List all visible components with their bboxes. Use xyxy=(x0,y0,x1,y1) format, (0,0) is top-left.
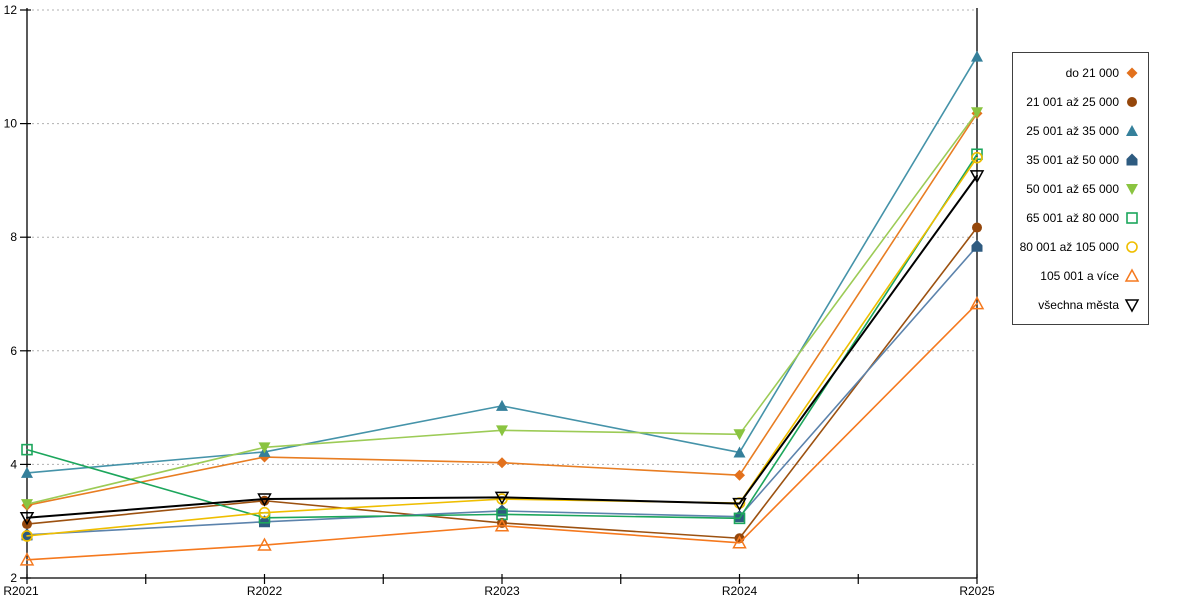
triangle-down-open-legend-icon xyxy=(1124,298,1140,313)
series-marker-triangle-down-open xyxy=(257,493,272,507)
legend-label: 65 001 až 80 000 xyxy=(1026,210,1119,225)
series-line xyxy=(26,156,978,537)
series-line xyxy=(26,302,978,561)
series-marker-triangle-up-filled xyxy=(1126,124,1138,136)
legend-label: 105 001 a více xyxy=(1040,268,1119,283)
series-marker-triangle-up-open xyxy=(1124,267,1140,282)
x-tick-label: R2025 xyxy=(959,584,995,598)
x-tick-label: R2023 xyxy=(484,584,520,598)
series-marker-triangle-down-open xyxy=(19,512,35,526)
series-line xyxy=(26,111,978,505)
series-marker-triangle-down-filled xyxy=(21,499,33,511)
series-marker-triangle-up-open xyxy=(257,537,272,551)
triangle-down-filled-legend-icon xyxy=(1126,183,1138,195)
y-tick-label: 2 xyxy=(10,571,17,585)
legend-label: 80 001 až 105 000 xyxy=(1019,239,1119,254)
legend-item: 105 001 a více xyxy=(1019,261,1140,290)
series-marker-triangle-down-filled xyxy=(1126,183,1138,195)
legend-item: 21 001 až 25 000 xyxy=(1019,87,1140,116)
series-line xyxy=(26,174,978,519)
series-marker-triangle-down-open xyxy=(1124,298,1140,313)
y-tick-label: 4 xyxy=(10,457,17,471)
series-marker-triangle-up-filled xyxy=(733,446,746,458)
series-marker-triangle-up-open xyxy=(969,296,985,310)
series-marker-triangle-up-open xyxy=(19,552,35,566)
series-marker-square-open xyxy=(21,443,33,456)
series-line xyxy=(26,245,978,536)
series-marker-triangle-up-filled xyxy=(971,50,983,62)
series-marker-circle-filled xyxy=(972,222,982,233)
series-marker-triangle-down-open xyxy=(732,497,747,512)
series-marker-pentagon-filled xyxy=(971,239,983,252)
x-tick-label: R2024 xyxy=(722,584,758,598)
series-marker-triangle-down-open xyxy=(494,491,510,505)
legend-item: do 21 000 xyxy=(1019,58,1140,87)
series-marker-square-open xyxy=(1126,211,1138,224)
diamond-filled-legend-icon xyxy=(1126,67,1138,78)
series-marker-triangle-down-filled xyxy=(258,442,271,454)
series-marker-triangle-up-filled xyxy=(21,466,33,478)
series-marker-circle-open xyxy=(1126,240,1138,253)
legend-item: 35 001 až 50 000 xyxy=(1019,145,1140,174)
series-marker-triangle-down-open xyxy=(969,170,985,184)
series-marker-square-open xyxy=(733,512,746,525)
legend-item: všechna města xyxy=(1019,290,1140,319)
y-tick-label: 8 xyxy=(10,230,17,244)
series-marker-triangle-up-open xyxy=(732,535,747,549)
series-marker-circle-filled xyxy=(1127,96,1137,107)
series-marker-circle-open xyxy=(258,506,271,519)
x-tick-label: R2021 xyxy=(3,584,39,598)
series-marker-square-open xyxy=(971,148,983,161)
legend-label: 21 001 až 25 000 xyxy=(1026,94,1119,109)
series-marker-triangle-down-filled xyxy=(733,429,746,441)
y-tick-label: 6 xyxy=(10,344,17,358)
series-marker-diamond-filled xyxy=(496,457,508,469)
legend-label: 25 001 až 35 000 xyxy=(1026,123,1119,138)
legend-item: 65 001 až 80 000 xyxy=(1019,203,1140,232)
series-marker-triangle-up-filled xyxy=(496,399,508,411)
x-tick-label: R2022 xyxy=(247,584,283,598)
legend-label: 50 001 až 65 000 xyxy=(1026,181,1119,196)
series-marker-pentagon-filled xyxy=(496,504,508,517)
y-tick-label: 12 xyxy=(4,3,18,17)
legend-label: 35 001 až 50 000 xyxy=(1026,152,1119,167)
series-marker-circle-open xyxy=(21,530,33,542)
series-marker-triangle-down-filled xyxy=(971,107,983,119)
legend-item: 25 001 až 35 000 xyxy=(1019,116,1140,145)
series-marker-diamond-filled xyxy=(1126,67,1138,78)
circle-filled-legend-icon xyxy=(1127,96,1137,107)
triangle-up-open-legend-icon xyxy=(1124,267,1140,282)
pentagon-filled-legend-icon xyxy=(1126,153,1138,165)
series-marker-circle-open xyxy=(971,151,983,164)
triangle-up-filled-legend-icon xyxy=(1126,124,1138,136)
series-marker-triangle-down-filled xyxy=(496,425,508,437)
legend-item: 50 001 až 65 000 xyxy=(1019,174,1140,203)
square-open-legend-icon xyxy=(1126,211,1138,224)
series-line xyxy=(26,153,978,520)
legend-label: do 21 000 xyxy=(1065,65,1119,80)
legend-item: 80 001 až 105 000 xyxy=(1019,232,1140,261)
y-tick-label: 10 xyxy=(4,117,18,131)
series-marker-triangle-up-open xyxy=(494,518,510,532)
legend-label: všechna města xyxy=(1038,297,1119,312)
series-marker-diamond-filled xyxy=(734,469,745,481)
legend: do 21 000 21 001 až 25 000 25 001 až 35 00… xyxy=(1012,52,1149,325)
series-marker-pentagon-filled xyxy=(1126,153,1138,165)
circle-open-legend-icon xyxy=(1126,240,1138,253)
